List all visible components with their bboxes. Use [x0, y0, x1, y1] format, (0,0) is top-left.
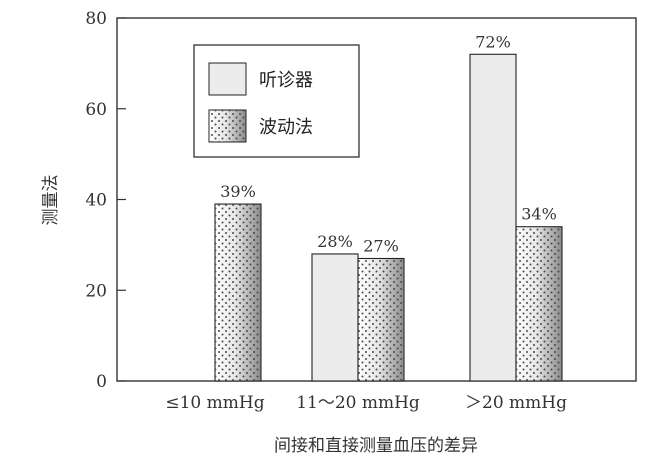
x-category-label: ＞20 mmHg — [465, 393, 567, 413]
bar-oscillometric — [515, 226, 563, 382]
bar-stethoscope — [469, 53, 517, 382]
y-tick-label: 60 — [85, 100, 107, 120]
legend-label-oscillometric: 波动法 — [259, 117, 313, 138]
legend: 听诊器 波动法 — [193, 44, 360, 158]
data-label: 39% — [220, 182, 256, 201]
x-axis-title: 间接和直接测量血压的差异 — [274, 436, 478, 456]
legend-swatch-stethoscope — [208, 62, 247, 96]
legend-swatch-oscillometric — [208, 109, 247, 143]
y-axis-ticks: 0 20 40 60 80 — [85, 9, 126, 392]
y-tick-label: 80 — [85, 9, 107, 29]
legend-label-stethoscope: 听诊器 — [259, 70, 313, 91]
y-tick-label: 40 — [85, 191, 107, 211]
data-label: 28% — [317, 232, 353, 251]
data-label: 34% — [521, 205, 557, 224]
bar-stethoscope — [311, 253, 359, 382]
bar-oscillometric — [214, 203, 262, 382]
data-label: 27% — [363, 236, 399, 255]
x-category-label: 11～20 mmHg — [296, 393, 420, 413]
bar-oscillometric — [357, 257, 405, 382]
y-axis-title: 测量法 — [41, 175, 61, 226]
y-tick-label: 0 — [96, 372, 107, 392]
data-label: 72% — [475, 32, 511, 51]
x-category-label: ≤10 mmHg — [165, 393, 264, 413]
bars-group: 39% 28% 27% 72% 34% — [214, 32, 563, 382]
x-axis-labels: ≤10 mmHg 11～20 mmHg ＞20 mmHg — [165, 393, 567, 413]
y-tick-label: 20 — [85, 281, 107, 301]
